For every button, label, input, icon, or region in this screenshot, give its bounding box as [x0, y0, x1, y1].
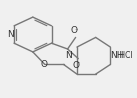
Text: NH: NH — [110, 51, 124, 60]
Text: O: O — [72, 61, 79, 70]
Text: ⁺: ⁺ — [70, 53, 73, 58]
Text: O: O — [41, 60, 48, 69]
Text: ⁻: ⁻ — [76, 63, 80, 68]
Text: N: N — [65, 51, 72, 60]
Text: ⁻: ⁻ — [75, 29, 78, 34]
Text: ·HCl: ·HCl — [117, 51, 133, 60]
Text: O: O — [70, 26, 77, 35]
Text: N: N — [7, 30, 13, 39]
